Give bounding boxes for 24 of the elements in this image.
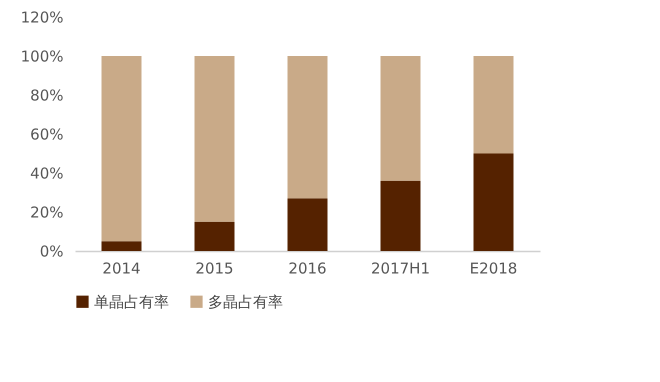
- y-tick-label: 100%: [20, 48, 64, 66]
- bar: [194, 222, 234, 251]
- bar: [380, 180, 420, 251]
- bar: [102, 56, 142, 242]
- y-tick-label: 120%: [20, 8, 64, 26]
- x-tick-label: 2014: [102, 260, 141, 278]
- x-tick-label: 2015: [195, 260, 234, 278]
- x-tick-label: 2016: [288, 260, 327, 278]
- bar: [194, 56, 234, 222]
- bar: [474, 56, 514, 154]
- x-tick-label: 2017H1: [371, 260, 430, 278]
- x-tick-label: E2018: [470, 260, 518, 278]
- bar: [288, 56, 328, 198]
- bar: [380, 56, 420, 181]
- bar: [288, 198, 328, 251]
- y-tick-label: 60%: [30, 126, 64, 144]
- y-tick-label: 20%: [30, 204, 64, 222]
- bar: [474, 154, 514, 251]
- legend-label: 单晶占有率: [94, 292, 169, 311]
- bar: [102, 241, 142, 251]
- y-tick-label: 0%: [40, 242, 64, 260]
- y-tick-label: 40%: [30, 164, 64, 182]
- y-tick-label: 80%: [30, 86, 64, 104]
- legend-label: 多晶占有率: [208, 292, 283, 311]
